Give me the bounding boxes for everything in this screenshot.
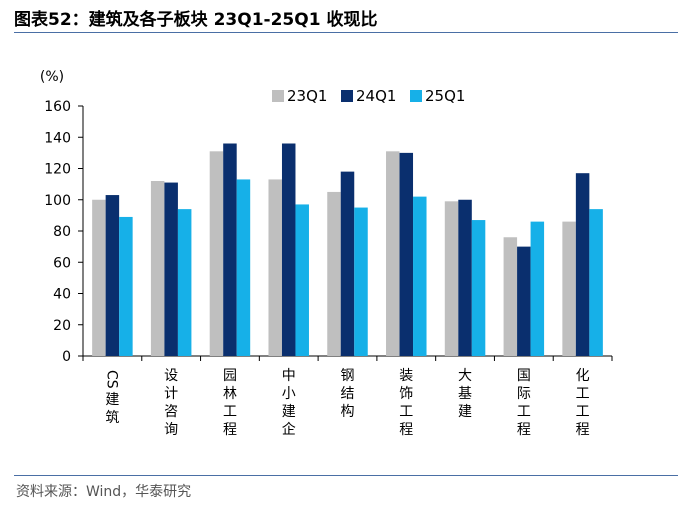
x-tick-label-latin: CS bbox=[103, 370, 119, 389]
legend-swatch bbox=[341, 90, 353, 102]
x-tick-label-char: 程 bbox=[223, 422, 237, 438]
x-tick-label-char: 建 bbox=[458, 404, 472, 420]
x-tick-label-char: 小 bbox=[282, 386, 296, 402]
x-tick-label-char: 结 bbox=[341, 386, 355, 402]
footer-rule bbox=[14, 475, 678, 476]
x-tick-label-char: 设 bbox=[164, 368, 178, 384]
bar-24Q1 bbox=[281, 143, 296, 356]
bar-24Q1 bbox=[164, 182, 178, 356]
bar-23Q1 bbox=[209, 151, 224, 356]
legend: 23Q1 24Q1 25Q1 bbox=[272, 87, 465, 105]
y-tick-label: 140 bbox=[44, 130, 71, 146]
x-tick-label-char: 大 bbox=[458, 368, 472, 384]
x-tick-label-char: 程 bbox=[399, 422, 413, 438]
bar-25Q1 bbox=[177, 209, 192, 356]
figure-label: 图表52： bbox=[14, 10, 89, 30]
x-tick-label-char: 工 bbox=[576, 404, 590, 420]
bars bbox=[92, 143, 603, 356]
bar-23Q1 bbox=[327, 191, 341, 356]
y-axis-label: (%) bbox=[40, 69, 64, 85]
bar-24Q1 bbox=[340, 171, 355, 356]
y-tick-label: 120 bbox=[44, 162, 71, 178]
legend-label: 24Q1 bbox=[356, 87, 396, 105]
x-tick-label-char: 建 bbox=[282, 404, 296, 420]
bar-25Q1 bbox=[589, 209, 603, 356]
source-note: 资料来源：Wind，华泰研究 bbox=[16, 484, 192, 500]
x-tick-label-char: 工 bbox=[223, 404, 237, 420]
x-tick-label-char: 工 bbox=[517, 404, 531, 420]
y-tick-label: 160 bbox=[44, 99, 71, 115]
bar-24Q1 bbox=[458, 199, 472, 356]
x-tick-label-char: 工 bbox=[576, 386, 590, 402]
x-tick-label-char: 咨 bbox=[164, 404, 178, 420]
x-tick-label-char: 化 bbox=[576, 368, 590, 384]
x-tick-label-char: 筑 bbox=[105, 410, 119, 426]
legend-swatch bbox=[410, 90, 422, 102]
y-tick-label: 20 bbox=[53, 318, 71, 334]
bar-24Q1 bbox=[105, 195, 120, 356]
x-tick-label-char: 园 bbox=[223, 368, 237, 384]
x-tick-label-char: 询 bbox=[164, 422, 178, 438]
legend-label: 25Q1 bbox=[425, 87, 465, 105]
x-axis bbox=[82, 355, 613, 361]
bar-23Q1 bbox=[503, 237, 518, 356]
x-tick-label-char: 构 bbox=[341, 404, 355, 420]
bar-23Q1 bbox=[92, 199, 106, 356]
y-tick-label: 80 bbox=[53, 224, 71, 240]
x-tick-label-char: 际 bbox=[517, 386, 531, 402]
bar-24Q1 bbox=[575, 173, 590, 356]
x-tick-label-char: 基 bbox=[458, 385, 472, 402]
bar-23Q1 bbox=[268, 179, 282, 356]
x-tick-label: CS 建筑 bbox=[103, 370, 119, 426]
bar-23Q1 bbox=[386, 151, 400, 356]
x-tick-label-char: 企 bbox=[282, 421, 296, 438]
bar-24Q1 bbox=[517, 246, 531, 356]
y-tick-label: 40 bbox=[53, 287, 71, 303]
x-tick-label-char: 中 bbox=[282, 368, 296, 384]
figure-title-text: 建筑及各子板块 23Q1-25Q1 收现比 bbox=[88, 10, 378, 30]
bar-25Q1 bbox=[471, 220, 486, 356]
bar-25Q1 bbox=[119, 216, 133, 356]
x-tick-label-char: 计 bbox=[164, 386, 178, 402]
bar-25Q1 bbox=[236, 179, 251, 356]
figure-title: 图表52：建筑及各子板块 23Q1-25Q1 收现比 bbox=[14, 5, 377, 30]
bar-25Q1 bbox=[530, 221, 545, 356]
x-tick-label-char: 装 bbox=[399, 368, 413, 384]
x-tick-label-char: 钢 bbox=[341, 368, 355, 384]
y-tick-label: 100 bbox=[44, 193, 71, 209]
bar-25Q1 bbox=[354, 207, 368, 356]
y-tick-label: 60 bbox=[53, 255, 71, 271]
y-axis: 0 20 40 60 80 100 120 140 160 bbox=[44, 99, 84, 365]
x-tick-label-char: 程 bbox=[576, 422, 590, 438]
x-tick-label: 钢结构 bbox=[341, 368, 355, 420]
bar-24Q1 bbox=[399, 152, 414, 356]
x-tick-label-char: 饰 bbox=[399, 386, 413, 402]
bar-23Q1 bbox=[444, 201, 459, 356]
bar-25Q1 bbox=[295, 204, 309, 356]
bar-23Q1 bbox=[562, 221, 576, 356]
bar-24Q1 bbox=[223, 143, 237, 356]
x-tick-label-char: 建 bbox=[105, 392, 119, 408]
x-tick-label-char: 工 bbox=[399, 404, 413, 420]
x-tick-label-char: 林 bbox=[223, 386, 237, 402]
x-tick-label: 大基建 bbox=[458, 368, 472, 420]
header-rule bbox=[14, 32, 678, 33]
bar-25Q1 bbox=[413, 196, 427, 356]
legend-swatch bbox=[272, 90, 284, 102]
bar-23Q1 bbox=[150, 181, 165, 356]
x-tick-label-char: 程 bbox=[517, 422, 531, 438]
legend-label: 23Q1 bbox=[287, 87, 327, 105]
y-tick-label: 0 bbox=[62, 349, 71, 365]
x-tick-label-char: 国 bbox=[517, 368, 531, 384]
